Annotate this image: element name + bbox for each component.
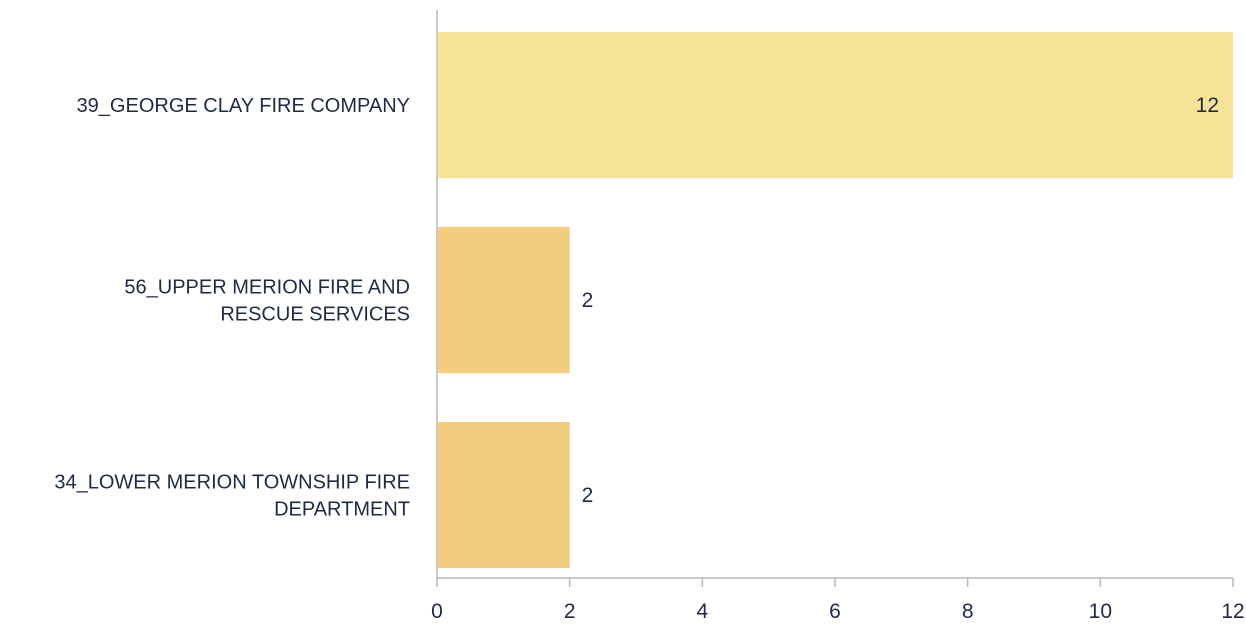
category-labels-layer: 39_GEORGE CLAY FIRE COMPANY 56_UPPER MERI… [54, 95, 410, 521]
category-label-line: 34_LOWER MERION TOWNSHIP FIRE [54, 472, 410, 494]
bar [438, 227, 570, 373]
category-label-line: 39_GEORGE CLAY FIRE COMPANY [77, 95, 410, 117]
data-labels-layer: 12 2 2 [582, 94, 1219, 507]
data-label: 12 [1196, 94, 1219, 117]
x-tick-label: 12 [1221, 600, 1244, 623]
bar [438, 32, 1233, 178]
x-tick-label: 2 [564, 600, 576, 623]
category-label: 34_LOWER MERION TOWNSHIP FIRE DEPARTMENT [54, 472, 410, 521]
category-label-line: RESCUE SERVICES [220, 304, 410, 326]
x-tick-label: 4 [696, 600, 708, 623]
x-tick-label: 0 [431, 600, 443, 623]
bar [438, 422, 570, 568]
axis-layer: 0 2 4 6 8 10 12 [431, 10, 1245, 623]
category-label: 39_GEORGE CLAY FIRE COMPANY [77, 95, 410, 117]
category-label: 56_UPPER MERION FIRE AND RESCUE SERVICES [124, 277, 410, 326]
x-tick-label: 8 [962, 600, 974, 623]
bars-layer [438, 32, 1233, 568]
x-tick-label: 10 [1089, 600, 1112, 623]
x-tick-label: 6 [829, 600, 841, 623]
data-label: 2 [582, 289, 594, 312]
data-label: 2 [582, 484, 594, 507]
category-label-line: DEPARTMENT [274, 499, 410, 521]
category-label-line: 56_UPPER MERION FIRE AND [124, 277, 410, 299]
